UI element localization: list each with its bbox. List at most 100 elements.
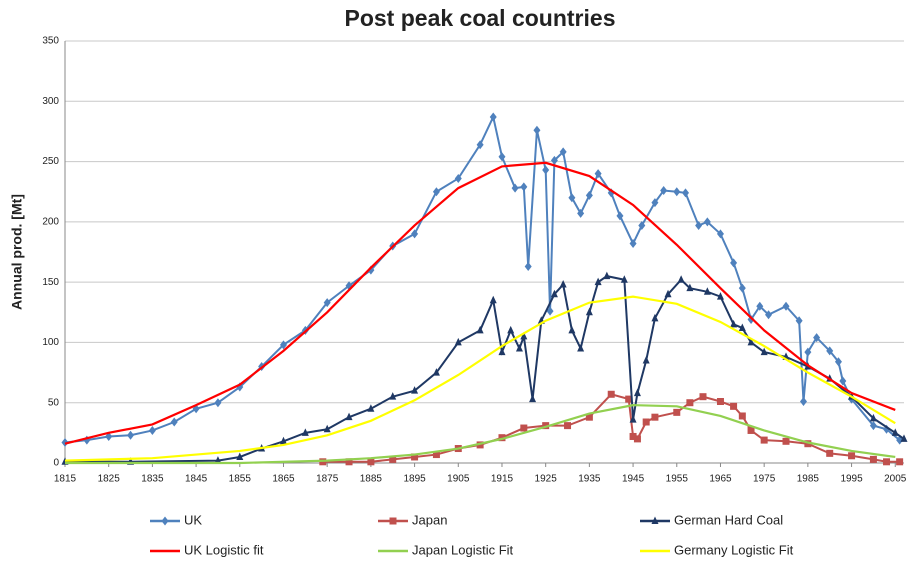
point <box>432 187 440 197</box>
point <box>236 452 244 460</box>
legend-label: UK Logistic fit <box>184 542 264 557</box>
x-tick-label: 1985 <box>797 474 820 485</box>
point <box>214 456 222 464</box>
point <box>323 424 331 433</box>
point <box>61 438 69 448</box>
series-line <box>64 161 896 445</box>
x-tick-label: 1905 <box>447 474 470 485</box>
point <box>489 295 497 304</box>
point <box>127 430 135 440</box>
point <box>896 458 904 466</box>
point <box>869 413 877 422</box>
point <box>323 298 331 308</box>
point <box>148 425 156 435</box>
point <box>389 455 397 463</box>
y-tick-label: 250 <box>42 156 59 167</box>
point <box>568 193 576 203</box>
point <box>498 152 506 162</box>
point <box>515 343 523 352</box>
legend-label: Japan <box>412 512 447 527</box>
point <box>839 376 847 386</box>
x-tick-label: 1935 <box>578 474 601 485</box>
point <box>799 397 807 407</box>
point <box>900 434 908 442</box>
point <box>603 271 611 280</box>
x-tick-label: 1925 <box>535 474 558 485</box>
point <box>813 333 821 343</box>
point <box>677 275 685 283</box>
point <box>699 393 707 401</box>
point <box>730 402 738 410</box>
point <box>633 388 641 397</box>
x-tick-label: 1915 <box>491 474 514 485</box>
point <box>568 325 576 334</box>
point <box>738 323 746 331</box>
point <box>411 229 419 239</box>
point <box>703 217 711 227</box>
x-tick-label: 1965 <box>709 474 732 485</box>
point <box>520 331 528 340</box>
x-tick-label: 1875 <box>316 474 339 485</box>
point <box>301 428 309 436</box>
legend-label: Germany Logistic Fit <box>674 542 794 557</box>
x-tick-label: 1945 <box>622 474 645 485</box>
point <box>673 187 681 197</box>
y-tick-label: 200 <box>42 216 59 227</box>
point <box>454 173 462 183</box>
point <box>550 155 558 165</box>
series-line <box>65 404 896 465</box>
x-tick-label: 1975 <box>753 474 776 485</box>
legend-label: German Hard Coal <box>674 512 783 527</box>
point <box>638 220 646 230</box>
x-tick-label: 1845 <box>185 474 208 485</box>
x-tick-label: 1835 <box>141 474 164 485</box>
point <box>520 182 528 192</box>
point <box>620 275 628 283</box>
point <box>542 422 550 430</box>
point <box>629 432 637 440</box>
point <box>695 220 703 230</box>
point <box>520 424 528 432</box>
point <box>629 415 637 423</box>
point <box>747 426 755 434</box>
point <box>673 408 681 416</box>
point <box>869 455 877 463</box>
legend-marker <box>389 517 397 525</box>
point <box>765 310 773 320</box>
x-tick-label: 1995 <box>840 474 863 485</box>
point <box>476 441 484 449</box>
point <box>625 395 633 403</box>
point <box>747 337 755 346</box>
series-line <box>65 275 905 463</box>
legend-label: Japan Logistic Fit <box>412 542 514 557</box>
point <box>760 436 768 444</box>
point <box>730 258 738 268</box>
point <box>848 452 856 460</box>
point <box>511 183 519 193</box>
point <box>507 325 515 334</box>
series-line <box>64 295 896 462</box>
point <box>716 229 724 239</box>
y-tick-label: 350 <box>42 36 59 47</box>
x-tick-label: 2005 <box>884 474 907 485</box>
point <box>633 435 641 443</box>
y-tick-label: 50 <box>48 397 60 408</box>
x-tick-label: 1885 <box>360 474 383 485</box>
point <box>804 440 812 448</box>
point <box>432 451 440 459</box>
point <box>883 458 891 466</box>
point <box>594 277 602 286</box>
point <box>559 280 567 288</box>
point <box>498 434 506 442</box>
point <box>664 289 672 298</box>
point <box>738 283 746 293</box>
point <box>642 418 650 426</box>
point <box>367 265 375 275</box>
series-line <box>64 113 901 444</box>
x-tick-label: 1895 <box>403 474 426 485</box>
point <box>367 404 375 412</box>
point <box>686 399 694 407</box>
point <box>629 239 637 249</box>
point <box>542 165 550 175</box>
